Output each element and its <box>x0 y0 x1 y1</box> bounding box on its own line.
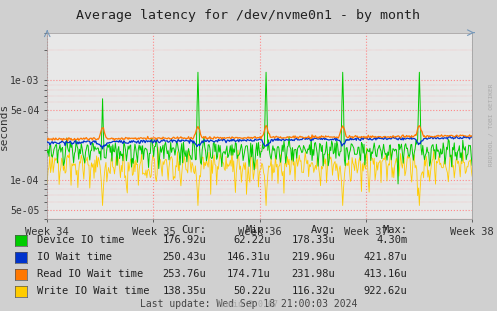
Text: Munin 2.0.67: Munin 2.0.67 <box>219 300 278 309</box>
Text: 253.76u: 253.76u <box>163 269 206 279</box>
Y-axis label: seconds: seconds <box>0 102 9 150</box>
Text: Max:: Max: <box>383 225 408 235</box>
Text: 250.43u: 250.43u <box>163 252 206 262</box>
Text: 219.96u: 219.96u <box>292 252 335 262</box>
Text: 178.33u: 178.33u <box>292 235 335 245</box>
Text: Last update: Wed Sep 18 21:00:03 2024: Last update: Wed Sep 18 21:00:03 2024 <box>140 299 357 309</box>
Text: IO Wait time: IO Wait time <box>37 252 112 262</box>
Text: 922.62u: 922.62u <box>364 286 408 296</box>
Text: 231.98u: 231.98u <box>292 269 335 279</box>
Text: Read IO Wait time: Read IO Wait time <box>37 269 144 279</box>
Text: 146.31u: 146.31u <box>227 252 271 262</box>
Text: 50.22u: 50.22u <box>234 286 271 296</box>
Text: 138.35u: 138.35u <box>163 286 206 296</box>
Text: 116.32u: 116.32u <box>292 286 335 296</box>
Text: Cur:: Cur: <box>181 225 206 235</box>
Text: 421.87u: 421.87u <box>364 252 408 262</box>
Text: Avg:: Avg: <box>311 225 335 235</box>
Text: 413.16u: 413.16u <box>364 269 408 279</box>
Text: 176.92u: 176.92u <box>163 235 206 245</box>
Text: 174.71u: 174.71u <box>227 269 271 279</box>
Text: Average latency for /dev/nvme0n1 - by month: Average latency for /dev/nvme0n1 - by mo… <box>77 9 420 22</box>
Text: Device IO time: Device IO time <box>37 235 125 245</box>
Text: 4.30m: 4.30m <box>376 235 408 245</box>
Text: Write IO Wait time: Write IO Wait time <box>37 286 150 296</box>
Text: 62.22u: 62.22u <box>234 235 271 245</box>
Text: Min:: Min: <box>246 225 271 235</box>
Text: RRDTOOL / TOBI OETIKER: RRDTOOL / TOBI OETIKER <box>489 83 494 166</box>
